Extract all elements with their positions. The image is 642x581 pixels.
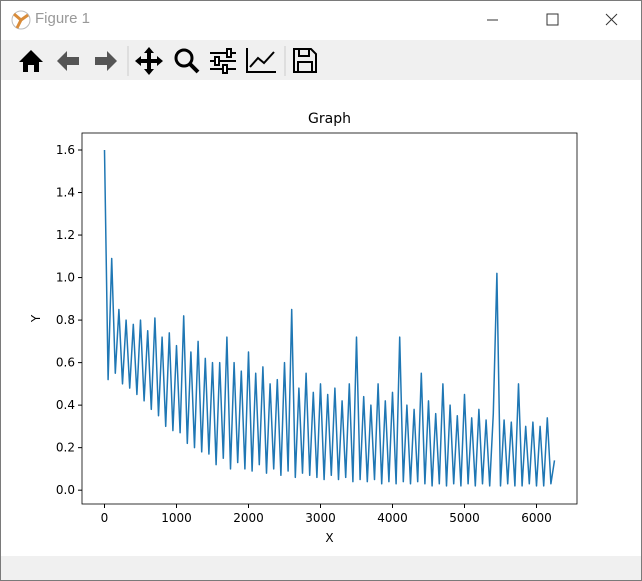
y-tick-label: 0.0	[56, 483, 75, 497]
app-icon	[11, 10, 31, 30]
x-tick-label: 5000	[449, 511, 480, 525]
configure-button[interactable]	[210, 48, 236, 74]
axes-frame	[81, 132, 578, 505]
y-tick-label: 0.6	[56, 356, 75, 370]
chart: Graph X Y 0 1000 2000 3000 4000 5000 6000 0.0 0.2 0.…	[29, 111, 578, 545]
data-line	[103, 149, 556, 487]
y-tick-label: 1.4	[56, 186, 75, 200]
window-title: Figure 1	[35, 10, 91, 27]
x-tick-label: 4000	[377, 511, 408, 525]
chart-title: Graph	[308, 111, 351, 127]
x-tick-label: 2000	[233, 511, 264, 525]
pan-button[interactable]	[135, 47, 163, 75]
y-tick-label: 1.2	[56, 228, 75, 242]
y-tick-label: 0.4	[56, 398, 75, 412]
home-button[interactable]	[19, 50, 43, 72]
toolbar	[1, 40, 641, 80]
y-tick-label: 1.0	[56, 271, 75, 285]
maximize-button[interactable]	[546, 13, 559, 26]
y-tick-label: 0.2	[56, 441, 75, 455]
x-tick-label: 1000	[161, 511, 192, 525]
forward-button[interactable]	[95, 51, 117, 71]
status-bar	[1, 556, 641, 580]
title-bar: Figure 1	[1, 1, 641, 39]
zoom-button[interactable]	[174, 48, 194, 68]
back-button[interactable]	[57, 51, 79, 71]
x-tick-label: 6000	[521, 511, 552, 525]
y-tick-label: 0.8	[56, 313, 75, 327]
toolbar-icons	[19, 46, 317, 76]
x-tick-label: 0	[101, 511, 109, 525]
close-button[interactable]	[605, 13, 618, 26]
y-axis-label: Y	[29, 314, 43, 323]
y-tick-label: 1.6	[56, 143, 75, 157]
window-controls	[487, 13, 618, 26]
x-axis-label: X	[325, 531, 333, 545]
x-tick-label: 3000	[305, 511, 336, 525]
save-button[interactable]	[293, 48, 317, 73]
edit-axis-button[interactable]	[246, 48, 276, 73]
